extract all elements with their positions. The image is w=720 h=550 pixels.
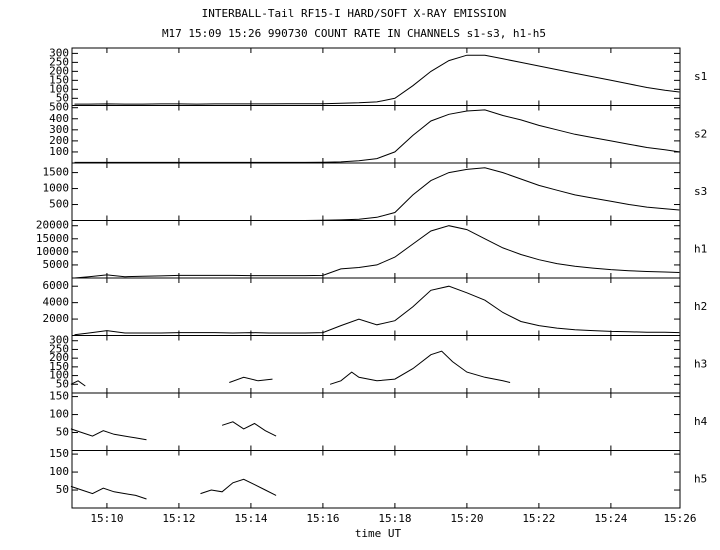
x-tick-label: 15:12: [162, 512, 195, 525]
y-tick-label: 150: [49, 360, 69, 373]
trace: [70, 478, 277, 500]
x-tick-label: 15:14: [234, 512, 267, 525]
y-tick-label: 10000: [36, 245, 69, 258]
x-tick-label: 15:20: [450, 512, 483, 525]
y-tick-label: 500: [49, 198, 69, 211]
y-tick-label: 250: [49, 342, 69, 355]
y-tick-label: 400: [49, 112, 69, 125]
panel-frame: [71, 335, 681, 394]
y-tick-label: 1500: [43, 166, 70, 179]
y-tick-label: 50: [56, 377, 69, 390]
y-tick-label: 15000: [36, 232, 69, 245]
panel-frame: [71, 162, 681, 221]
trace: [74, 109, 680, 163]
panel-label: s2: [694, 127, 707, 140]
y-tick-label: 250: [49, 55, 69, 68]
x-tick-label: 15:26: [663, 512, 696, 525]
panel-label: s1: [694, 70, 707, 83]
panel-label: h4: [694, 415, 708, 428]
y-tick-label: 200: [49, 351, 69, 364]
y-tick-label: 50: [56, 426, 69, 439]
x-tick-label: 15:18: [378, 512, 411, 525]
x-tick-label: 15:22: [522, 512, 555, 525]
y-tick-label: 5000: [43, 258, 70, 271]
chart-subtitle: M17 15:09 15:26 990730 COUNT RATE IN CHA…: [162, 27, 546, 40]
trace: [70, 350, 511, 387]
y-tick-label: 20000: [36, 219, 69, 232]
x-axis-label: time UT: [355, 527, 402, 540]
y-tick-label: 100: [49, 369, 69, 382]
y-tick-label: 100: [49, 82, 69, 95]
trace: [70, 421, 277, 441]
y-tick-label: 100: [49, 465, 69, 478]
panel-frame: [71, 47, 681, 106]
panel-frame: [71, 105, 681, 164]
trace: [74, 285, 680, 336]
y-tick-label: 150: [49, 73, 69, 86]
y-tick-label: 500: [49, 101, 69, 114]
panel-frame: [71, 392, 681, 451]
y-tick-label: 300: [49, 46, 69, 59]
y-tick-label: 200: [49, 64, 69, 77]
panel-label: h3: [694, 357, 707, 370]
panel-label: s3: [694, 185, 707, 198]
trace: [74, 225, 680, 279]
panel-label: h2: [694, 300, 707, 313]
y-tick-label: 200: [49, 134, 69, 147]
y-tick-label: 4000: [43, 296, 70, 309]
panel-label: h5: [694, 472, 707, 485]
y-tick-label: 2000: [43, 312, 70, 325]
x-tick-label: 15:24: [594, 512, 627, 525]
trace: [74, 167, 680, 221]
chart-title: INTERBALL-Tail RF15-I HARD/SOFT X-RAY EM…: [202, 7, 507, 20]
panel-frame: [71, 450, 681, 509]
trace: [74, 54, 680, 105]
y-tick-label: 50: [56, 91, 69, 104]
y-tick-label: 6000: [43, 279, 70, 292]
y-tick-label: 100: [49, 408, 69, 421]
y-tick-label: 1000: [43, 182, 70, 195]
y-tick-label: 150: [49, 447, 69, 460]
panel-frame: [71, 277, 681, 336]
y-tick-label: 150: [49, 390, 69, 403]
y-tick-label: 300: [49, 123, 69, 136]
x-tick-label: 15:16: [306, 512, 339, 525]
y-tick-label: 300: [49, 334, 69, 347]
y-tick-label: 50: [56, 483, 69, 496]
panel-label: h1: [694, 242, 707, 255]
y-tick-label: 100: [49, 145, 69, 158]
x-tick-label: 15:10: [90, 512, 123, 525]
panel-frame: [71, 220, 681, 279]
